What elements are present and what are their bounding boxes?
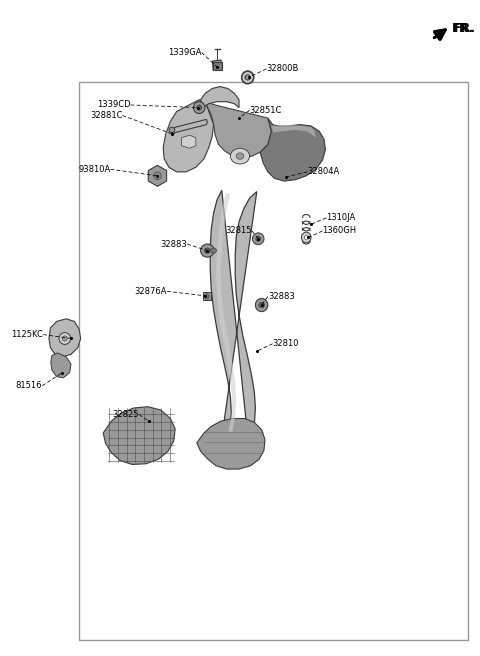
Polygon shape xyxy=(181,135,196,148)
Text: 32851C: 32851C xyxy=(250,106,282,115)
Ellipse shape xyxy=(204,248,210,253)
Ellipse shape xyxy=(230,148,250,164)
Text: 32881C: 32881C xyxy=(90,111,122,120)
Ellipse shape xyxy=(245,75,251,80)
Ellipse shape xyxy=(304,236,308,239)
Ellipse shape xyxy=(59,333,71,344)
Ellipse shape xyxy=(256,236,261,241)
Text: 32810: 32810 xyxy=(273,339,299,348)
Text: 32883: 32883 xyxy=(268,292,295,301)
Ellipse shape xyxy=(242,72,253,83)
Text: 1339CD: 1339CD xyxy=(97,100,131,110)
Polygon shape xyxy=(216,194,236,432)
Ellipse shape xyxy=(193,102,205,113)
Polygon shape xyxy=(103,407,175,464)
Text: 32815: 32815 xyxy=(226,226,252,236)
Ellipse shape xyxy=(252,233,264,245)
Ellipse shape xyxy=(154,172,161,180)
Ellipse shape xyxy=(236,153,244,159)
Bar xyxy=(79,82,468,640)
Polygon shape xyxy=(148,165,167,186)
Polygon shape xyxy=(163,100,214,172)
Polygon shape xyxy=(210,190,257,451)
Ellipse shape xyxy=(62,336,67,341)
Text: FR.: FR. xyxy=(454,22,476,35)
Polygon shape xyxy=(199,100,271,157)
Text: 32804A: 32804A xyxy=(307,167,339,176)
Bar xyxy=(213,62,222,70)
Polygon shape xyxy=(197,419,265,469)
Ellipse shape xyxy=(301,232,311,243)
Ellipse shape xyxy=(169,127,175,133)
Text: 1360GH: 1360GH xyxy=(323,226,357,236)
Ellipse shape xyxy=(241,71,254,84)
Ellipse shape xyxy=(197,105,202,110)
Text: 93810A: 93810A xyxy=(78,165,110,174)
Polygon shape xyxy=(260,118,325,181)
Text: 1125KC: 1125KC xyxy=(12,330,43,339)
Text: 1339GA: 1339GA xyxy=(168,48,202,57)
Ellipse shape xyxy=(245,75,250,80)
Polygon shape xyxy=(51,353,71,378)
Text: 1310JA: 1310JA xyxy=(326,213,356,222)
Text: 32883: 32883 xyxy=(160,239,187,249)
Polygon shape xyxy=(271,125,316,138)
Text: FR.: FR. xyxy=(452,22,474,35)
Bar xyxy=(203,292,211,300)
Ellipse shape xyxy=(211,248,216,253)
Ellipse shape xyxy=(259,302,264,308)
Polygon shape xyxy=(201,87,239,108)
Text: 81516: 81516 xyxy=(16,381,42,390)
Text: 32825: 32825 xyxy=(113,410,139,419)
Polygon shape xyxy=(172,119,207,134)
Ellipse shape xyxy=(201,244,214,257)
Polygon shape xyxy=(49,319,81,357)
Text: 32876A: 32876A xyxy=(134,287,167,296)
Ellipse shape xyxy=(204,294,209,299)
Bar xyxy=(213,60,222,70)
Ellipse shape xyxy=(255,298,268,312)
Text: 32800B: 32800B xyxy=(266,64,299,73)
